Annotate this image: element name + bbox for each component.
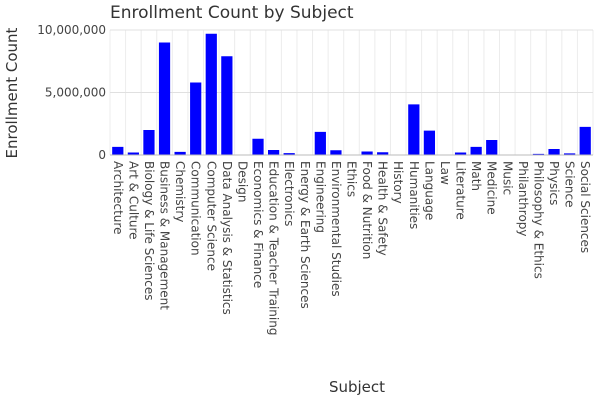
x-tick-label: Business & Management: [158, 161, 172, 310]
x-tick-label: Architecture: [111, 161, 125, 234]
x-tick-label: Environmental Studies: [329, 161, 343, 297]
x-axis-label: Subject: [329, 378, 385, 396]
bar: [580, 127, 591, 155]
x-tick-label: Ethics: [345, 161, 359, 197]
x-tick-label: Communication: [189, 161, 203, 256]
x-tick-label: Health & Safety: [376, 161, 390, 256]
bar: [190, 83, 201, 156]
x-tick-label: Literature: [454, 161, 468, 220]
x-tick-label: Physics: [547, 161, 561, 205]
x-tick-label: Education & Teacher Training: [267, 161, 281, 335]
bar: [486, 140, 497, 155]
x-tick-label: Engineering: [313, 161, 327, 233]
bar: [548, 149, 559, 155]
bar: [268, 150, 279, 155]
x-tick-label: Food & Nutrition: [360, 161, 374, 259]
x-tick-label: Biology & Life Sciences: [142, 161, 156, 301]
x-tick-label: Design: [235, 161, 249, 202]
x-tick-label: Medicine: [485, 161, 499, 215]
bars-layer: [112, 34, 591, 155]
x-tick-label: History: [391, 161, 405, 204]
x-tick-label: Science: [563, 161, 577, 208]
bar: [159, 43, 170, 156]
x-tick-label: Philosophy & Ethics: [531, 161, 545, 279]
bar: [112, 147, 123, 155]
x-tick-label: Economics & Finance: [251, 161, 265, 288]
y-tick-label: 0: [98, 148, 106, 162]
grid-layer: [110, 30, 593, 155]
x-tick-label: Art & Culture: [126, 161, 140, 240]
x-tick-label: Music: [500, 161, 514, 195]
x-tick-label: Data Analysis & Statistics: [220, 161, 234, 315]
bar: [408, 104, 419, 155]
x-tick-label: Philanthropy: [516, 161, 530, 237]
bar: [221, 56, 232, 155]
bar: [143, 130, 154, 155]
x-tick-label: Social Sciences: [578, 161, 592, 253]
x-tick-label: Math: [469, 161, 483, 191]
bar: [315, 132, 326, 155]
x-tick-label: Language: [422, 161, 436, 220]
x-tick-label: Energy & Earth Sciences: [298, 161, 312, 309]
x-tick-label: Chemistry: [173, 161, 187, 222]
y-axis-label: Enrollment Count: [3, 27, 21, 158]
x-tick-label: Electronics: [282, 161, 296, 226]
bar: [361, 152, 372, 156]
bar: [424, 131, 435, 155]
x-tick-label: Humanities: [407, 161, 421, 229]
bar: [206, 34, 217, 155]
x-tick-label: Computer Science: [204, 161, 218, 271]
bar: [330, 150, 341, 155]
chart-title: Enrollment Count by Subject: [110, 3, 354, 23]
bar: [471, 147, 482, 155]
y-tick-label: 5,000,000: [45, 86, 106, 100]
bar: [252, 139, 263, 155]
y-tick-label: 10,000,000: [37, 23, 106, 37]
x-tick-label: Law: [438, 161, 452, 185]
